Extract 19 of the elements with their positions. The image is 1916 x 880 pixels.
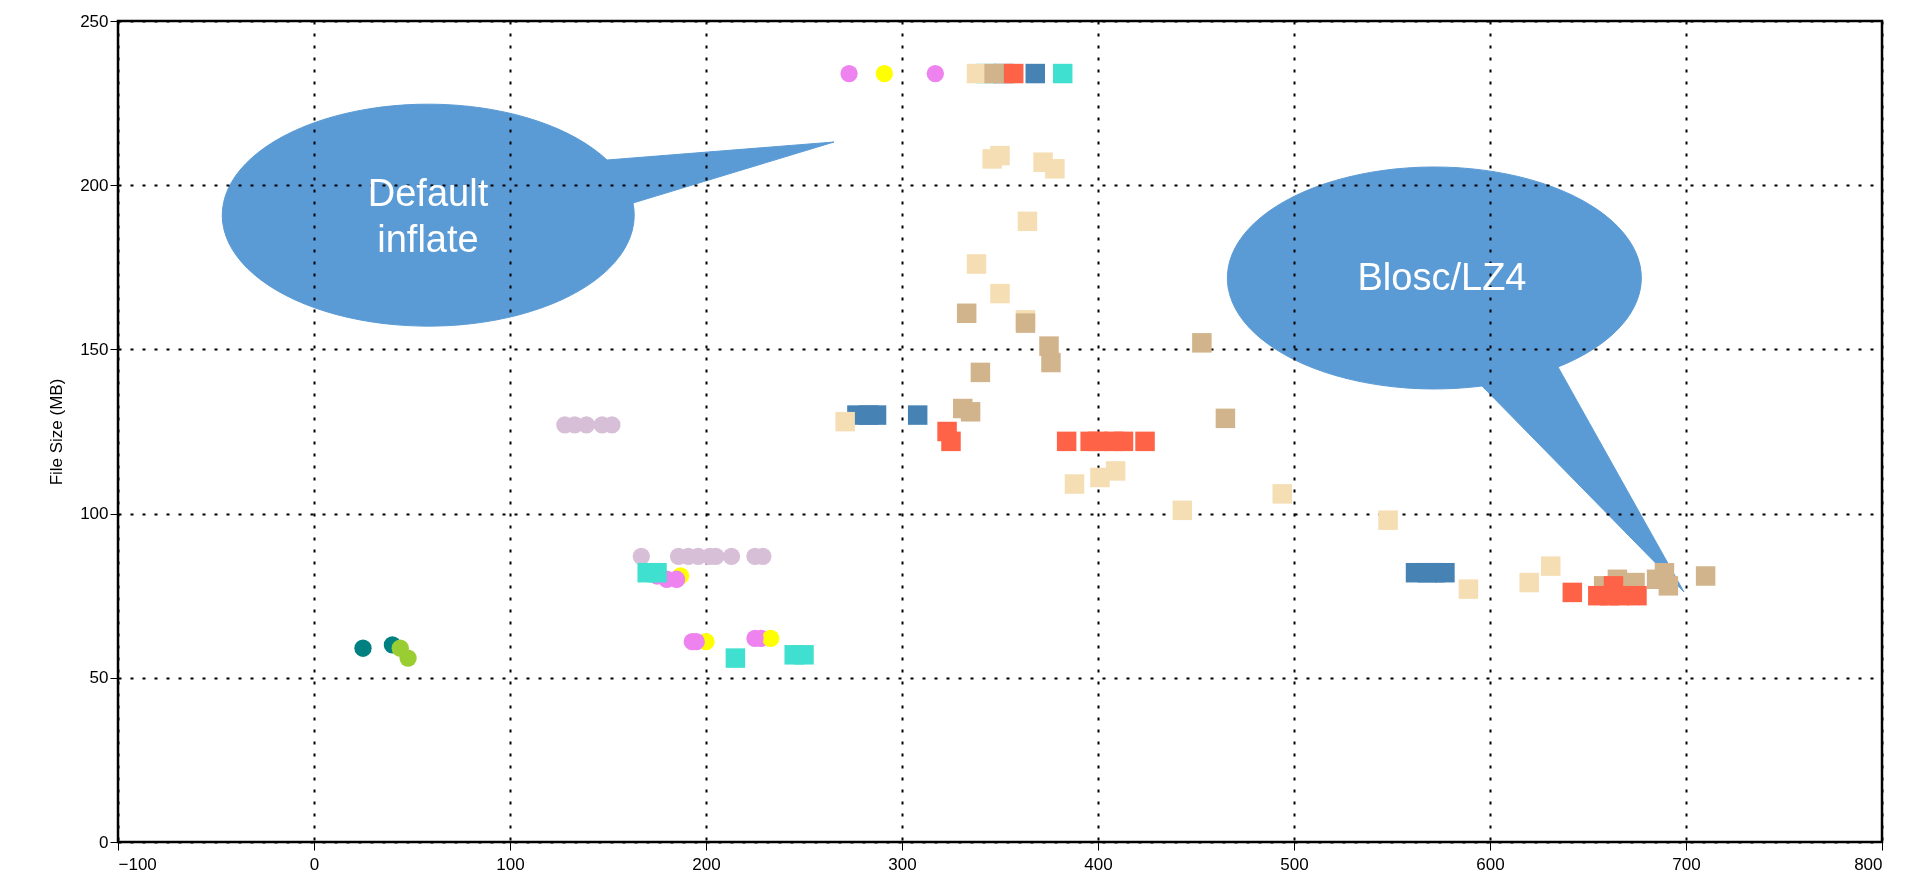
annotation: Blosc/LZ4	[1357, 256, 1527, 298]
y-tick-label: 0	[99, 832, 109, 852]
x-tick-label: 300	[888, 854, 917, 874]
x-tick-label: 500	[1280, 854, 1309, 874]
x-tick-label: 200	[692, 854, 721, 874]
y-axis-title: File Size (MB)	[47, 378, 67, 486]
x-tick-label: 700	[1672, 854, 1701, 874]
y-tick-label: 100	[80, 504, 109, 524]
y-tick-label: 250	[80, 11, 109, 31]
x-tick-label: 400	[1084, 854, 1113, 874]
x-tick-label: 100	[496, 854, 525, 874]
y-tick-label: 50	[89, 668, 109, 688]
x-tick-label: −100	[118, 854, 157, 874]
x-tick-label: 600	[1476, 854, 1505, 874]
y-tick-label: 200	[80, 175, 109, 195]
y-tick-label: 150	[80, 339, 109, 359]
annotation: Default inflate	[367, 172, 489, 260]
x-tick-label: 800	[1854, 854, 1883, 874]
x-tick-label: 0	[309, 854, 320, 874]
